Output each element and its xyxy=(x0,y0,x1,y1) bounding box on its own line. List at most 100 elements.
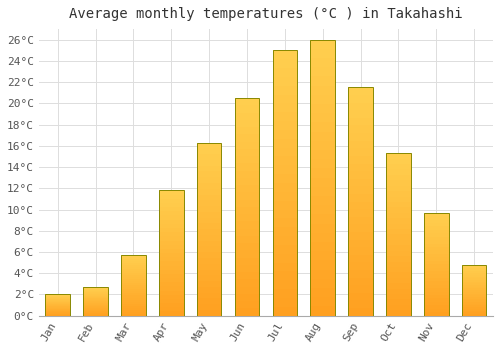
Bar xyxy=(462,265,486,266)
Bar xyxy=(234,207,260,214)
Bar xyxy=(310,150,335,159)
Bar xyxy=(310,251,335,260)
Bar xyxy=(272,298,297,307)
Bar xyxy=(234,214,260,221)
Bar xyxy=(84,312,108,313)
Bar xyxy=(272,121,297,130)
Bar xyxy=(159,211,184,216)
Bar xyxy=(159,312,184,316)
Bar xyxy=(84,291,108,292)
Bar xyxy=(424,216,448,219)
Bar xyxy=(310,104,335,113)
Bar xyxy=(84,302,108,303)
Bar xyxy=(197,293,222,298)
Bar xyxy=(462,310,486,312)
Bar xyxy=(424,302,448,305)
Bar xyxy=(310,288,335,297)
Bar xyxy=(197,160,222,166)
Bar xyxy=(46,312,70,313)
Bar xyxy=(46,314,70,315)
Bar xyxy=(462,299,486,300)
Bar xyxy=(46,296,70,297)
Bar xyxy=(310,159,335,168)
Bar xyxy=(159,240,184,245)
Bar xyxy=(310,49,335,58)
Bar xyxy=(462,278,486,280)
Bar xyxy=(234,287,260,294)
Bar xyxy=(424,292,448,295)
Bar xyxy=(386,310,410,316)
Bar xyxy=(84,304,108,305)
Bar xyxy=(272,236,297,245)
Bar xyxy=(272,139,297,148)
Bar xyxy=(310,141,335,150)
Bar xyxy=(234,199,260,207)
Bar xyxy=(272,307,297,316)
Bar xyxy=(272,112,297,121)
Bar xyxy=(159,245,184,249)
Bar xyxy=(46,305,70,306)
Bar xyxy=(197,172,222,177)
Bar xyxy=(121,292,146,293)
Bar xyxy=(310,178,335,187)
Bar xyxy=(348,156,373,163)
Bar xyxy=(424,299,448,302)
Bar xyxy=(386,153,410,316)
Bar xyxy=(310,95,335,104)
Bar xyxy=(424,264,448,268)
Bar xyxy=(234,185,260,192)
Bar xyxy=(310,260,335,270)
Bar xyxy=(386,159,410,164)
Bar xyxy=(462,268,486,270)
Bar xyxy=(84,315,108,316)
Bar xyxy=(159,190,184,195)
Bar xyxy=(348,88,373,95)
Bar xyxy=(348,285,373,293)
Bar xyxy=(386,245,410,251)
Bar xyxy=(234,193,260,200)
Bar xyxy=(272,77,297,86)
Bar xyxy=(197,281,222,287)
Bar xyxy=(46,304,70,305)
Bar xyxy=(348,270,373,278)
Bar xyxy=(272,103,297,112)
Bar xyxy=(159,199,184,203)
Bar xyxy=(424,268,448,271)
Bar xyxy=(272,130,297,139)
Bar xyxy=(159,266,184,270)
Bar xyxy=(272,272,297,280)
Bar xyxy=(159,307,184,312)
Bar xyxy=(159,299,184,303)
Bar xyxy=(197,287,222,293)
Bar xyxy=(348,148,373,156)
Bar xyxy=(46,297,70,298)
Bar xyxy=(310,233,335,242)
Bar xyxy=(234,170,260,178)
Bar xyxy=(386,191,410,197)
Bar xyxy=(462,275,486,276)
Bar xyxy=(348,163,373,171)
Bar xyxy=(84,308,108,309)
Bar xyxy=(121,295,146,298)
Bar xyxy=(462,270,486,272)
Bar xyxy=(197,218,222,223)
Bar xyxy=(121,257,146,259)
Bar xyxy=(121,293,146,295)
Bar xyxy=(197,246,222,252)
Bar xyxy=(84,309,108,310)
Bar xyxy=(348,110,373,118)
Bar xyxy=(272,94,297,103)
Bar xyxy=(310,307,335,316)
Bar xyxy=(462,265,486,316)
Bar xyxy=(234,98,260,105)
Bar xyxy=(310,196,335,205)
Bar xyxy=(84,290,108,291)
Bar xyxy=(121,255,146,316)
Bar xyxy=(386,272,410,278)
Bar xyxy=(234,149,260,156)
Bar xyxy=(197,195,222,200)
Bar xyxy=(386,294,410,299)
Bar xyxy=(234,229,260,236)
Bar xyxy=(84,292,108,293)
Bar xyxy=(272,50,297,59)
